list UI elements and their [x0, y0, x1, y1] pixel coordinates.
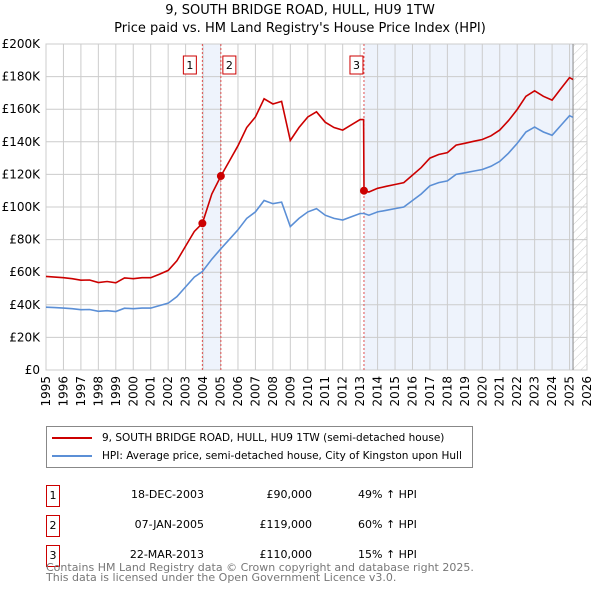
- x-tick-label: 2004: [196, 376, 210, 407]
- hpi-line: [45, 114, 574, 313]
- sale-point: [216, 172, 225, 181]
- x-tick-label: 1997: [74, 376, 88, 407]
- x-tick-label: 2026: [580, 376, 594, 407]
- sale-date: 07-JAN-2005: [134, 518, 204, 531]
- x-tick-label: 1998: [91, 376, 105, 407]
- y-tick-label: £160K: [2, 102, 42, 116]
- plot-frame: [45, 43, 588, 371]
- y-tick-label: £40K: [9, 298, 41, 312]
- x-tick-label: 2022: [510, 376, 524, 407]
- x-tick-label: 2014: [371, 376, 385, 407]
- x-tick-label: 2003: [179, 376, 193, 407]
- y-tick-label: £0: [25, 363, 40, 377]
- x-tick-label: 2021: [493, 376, 507, 407]
- y-tick-label: £80K: [9, 233, 41, 247]
- x-tick-label: 2023: [528, 376, 542, 407]
- legend-label-hpi: HPI: Average price, semi-detached house,…: [102, 450, 462, 462]
- x-tick-label: 2000: [126, 376, 140, 407]
- price-chart: 1995 1996 1997 1998 1999 2000 2001 2002 2003 2004…: [2, 37, 594, 407]
- x-tick-label: 2019: [458, 376, 472, 407]
- sale-marker-box: [222, 55, 237, 75]
- x-tick-label: 2008: [266, 376, 280, 407]
- y-tick-label: £60K: [9, 265, 41, 279]
- x-tick-label: 2017: [423, 376, 437, 407]
- x-tick-label: 2010: [301, 376, 315, 407]
- sale-row: 3 22-MAR-2013 £110,000 15% ↑ HPI: [46, 545, 446, 567]
- x-tick-label: 1996: [56, 376, 70, 407]
- sale-marker-label: 1: [46, 485, 60, 507]
- sale-hpi-diff: 15% ↑ HPI: [358, 548, 417, 561]
- x-tick-label: 2024: [545, 376, 559, 407]
- x-tick-label: 2005: [214, 376, 228, 407]
- sale-marker-label: 3: [46, 545, 60, 567]
- x-tick-label: 2020: [475, 376, 489, 407]
- sale-date: 22-MAR-2013: [129, 548, 204, 561]
- sale-row: 1 18-DEC-2003 £90,000 49% ↑ HPI: [46, 485, 446, 507]
- x-tick-label: 2018: [440, 376, 454, 407]
- sale-hpi-diff: 49% ↑ HPI: [358, 488, 417, 501]
- sale-price: £119,000: [259, 518, 313, 531]
- sale-row: 2 07-JAN-2005 £119,000 60% ↑ HPI: [46, 515, 446, 537]
- footer-copyright: Contains HM Land Registry data © Crown c…: [46, 561, 474, 574]
- legend-label-property: 9, SOUTH BRIDGE ROAD, HULL, HU9 1TW (sem…: [102, 432, 445, 444]
- chart-subtitle: Price paid vs. HM Land Registry's House …: [114, 21, 486, 36]
- footer-licence: This data is licensed under the Open Gov…: [46, 571, 397, 584]
- x-tick-label: 2011: [318, 376, 332, 407]
- x-tick-label: 2013: [353, 376, 367, 407]
- y-tick-label: £20K: [9, 330, 41, 344]
- x-tick-label: 2025: [563, 376, 577, 407]
- sale-hpi-diff: 60% ↑ HPI: [358, 518, 417, 531]
- sale-point: [359, 186, 368, 195]
- sale-date: 18-DEC-2003: [130, 488, 204, 501]
- x-tick-label: 2012: [336, 376, 350, 407]
- x-tick-label: 2007: [248, 376, 262, 407]
- property-price-line: [45, 76, 574, 284]
- legend-swatch-hpi: [52, 455, 92, 457]
- x-tick-label: 1999: [109, 376, 123, 407]
- legend: 9, SOUTH BRIDGE ROAD, HULL, HU9 1TW (sem…: [46, 426, 473, 468]
- x-tick-label: 2015: [388, 376, 402, 407]
- sale-point: [198, 219, 207, 228]
- sale-marker-label: 2: [46, 515, 60, 537]
- x-tick-label: 2001: [144, 376, 158, 407]
- x-tick-label: 2002: [161, 376, 175, 407]
- x-tick-label: 1995: [39, 376, 53, 407]
- y-tick-label: £180K: [2, 70, 42, 84]
- x-tick-label: 2006: [231, 376, 245, 407]
- sale-marker-label: 2: [226, 59, 233, 72]
- y-tick-label: £100K: [2, 200, 42, 214]
- y-tick-label: £140K: [2, 135, 42, 149]
- sale-price: £90,000: [266, 488, 313, 501]
- y-tick-label: £200K: [2, 37, 42, 51]
- sale-marker-box: [349, 55, 364, 75]
- sale-marker-label: 1: [186, 59, 193, 72]
- sale-price: £110,000: [259, 548, 313, 561]
- y-tick-label: £120K: [2, 167, 42, 181]
- sale-marker-label: 3: [353, 59, 360, 72]
- legend-swatch-property: [52, 437, 92, 439]
- x-tick-label: 2009: [283, 376, 297, 407]
- sale-marker-box: [182, 55, 197, 75]
- chart-title: 9, SOUTH BRIDGE ROAD, HULL, HU9 1TW: [165, 3, 435, 18]
- x-tick-label: 2016: [405, 376, 419, 407]
